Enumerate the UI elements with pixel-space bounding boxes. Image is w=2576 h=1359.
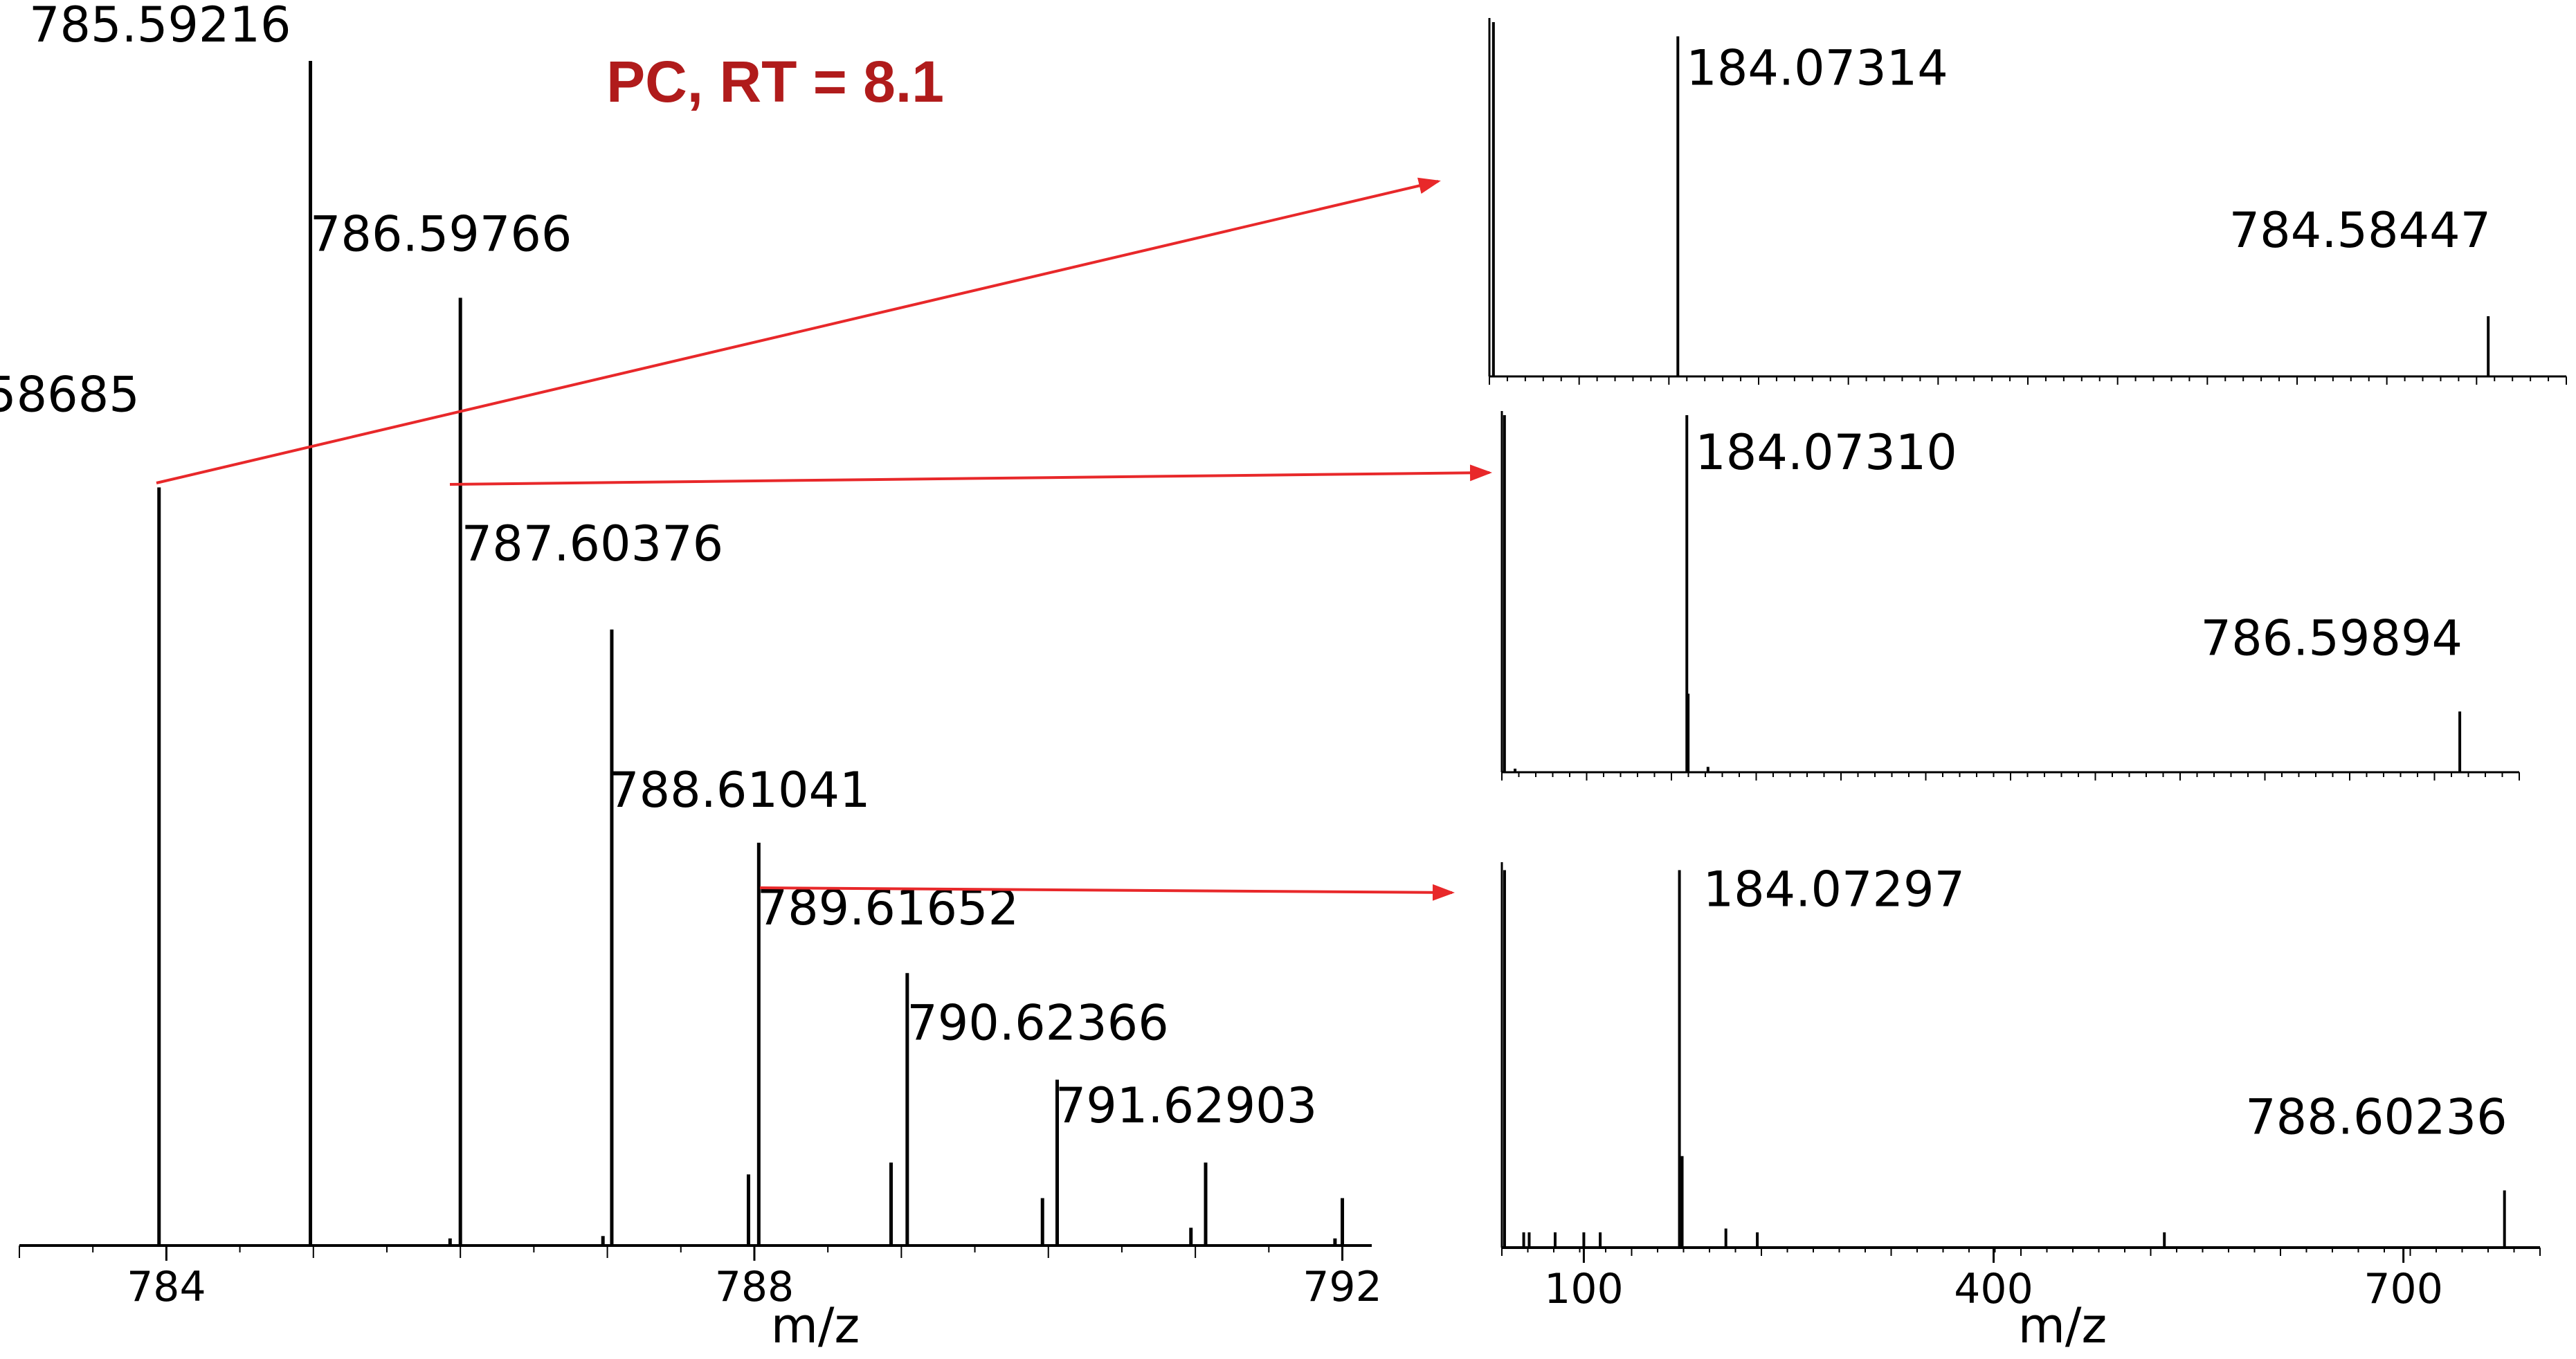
msms-panel-2: 184.07310 786.59894 <box>1500 411 2520 781</box>
peak-label: 786.59766 <box>310 206 572 262</box>
msms-3-peak-labels: 184.07297 788.60236 <box>1703 861 2507 1146</box>
x-tick-label: 400 <box>1954 1265 2033 1313</box>
x-tick-label: 788 <box>715 1263 795 1311</box>
x-tick-label: 700 <box>2364 1265 2443 1313</box>
peak-label: 788.60236 <box>2245 1088 2507 1145</box>
arrow-784-to-msms-1 <box>156 177 1441 484</box>
msms-2-peak-labels: 184.07310 786.59894 <box>1695 424 2462 666</box>
peak-label: 785.59216 <box>29 0 291 53</box>
peak-label: 184.07310 <box>1695 424 1957 481</box>
peak-label: 784.58447 <box>2229 202 2492 259</box>
msms-panel-3: 184.07297 788.60236 100 400 700 m/z <box>1500 861 2541 1354</box>
precursor-arrows <box>156 177 1492 901</box>
arrow-788-to-msms-3 <box>759 884 1455 901</box>
msms-1-peak-labels: 184.07314 784.58447 <box>1686 39 2491 258</box>
msms-3-peaks <box>1503 870 2506 1248</box>
main-x-axis-label: m/z <box>771 1297 860 1354</box>
msms-1-peaks <box>1491 22 2490 376</box>
peak-label: 184.07297 <box>1703 861 1966 918</box>
chart-title: PC, RT = 8.1 <box>606 49 944 114</box>
x-tick-label: 100 <box>1544 1265 1624 1313</box>
msms-panel-1: 184.07314 784.58447 <box>1488 18 2567 385</box>
msms-2-peaks <box>1503 415 2462 772</box>
x-tick-label: 784 <box>127 1263 206 1311</box>
msms-3-tick-labels: 100 400 700 <box>1544 1248 2443 1313</box>
main-peak-labels: 784.58685 785.59216 786.59766 787.60376 788.… <box>0 0 1317 1134</box>
msms-3-x-axis-label: m/z <box>2018 1297 2107 1354</box>
peak-label: 787.60376 <box>462 516 724 572</box>
peak-label: 788.61041 <box>608 762 871 819</box>
main-spectrum-panel: 784.58685 785.59216 786.59766 787.60376 788.… <box>0 0 1382 1354</box>
peak-label: 791.62903 <box>1055 1077 1318 1134</box>
main-tick-labels: 784 788 792 <box>127 1246 1382 1311</box>
arrow-786-to-msms-2 <box>449 464 1492 486</box>
peak-label: 786.59894 <box>2201 610 2463 666</box>
peak-label: 790.62366 <box>907 994 1169 1051</box>
msms-3-minor-ticks <box>1501 1248 2541 1256</box>
main-peaks <box>157 61 1345 1246</box>
x-tick-label: 792 <box>1303 1263 1382 1311</box>
peak-label: 184.07314 <box>1686 39 1948 96</box>
msms-2-minor-ticks <box>1501 772 2520 781</box>
peak-label: 784.58685 <box>0 366 140 423</box>
msms-1-minor-ticks <box>1489 376 2567 385</box>
main-minor-ticks <box>19 1246 1343 1258</box>
